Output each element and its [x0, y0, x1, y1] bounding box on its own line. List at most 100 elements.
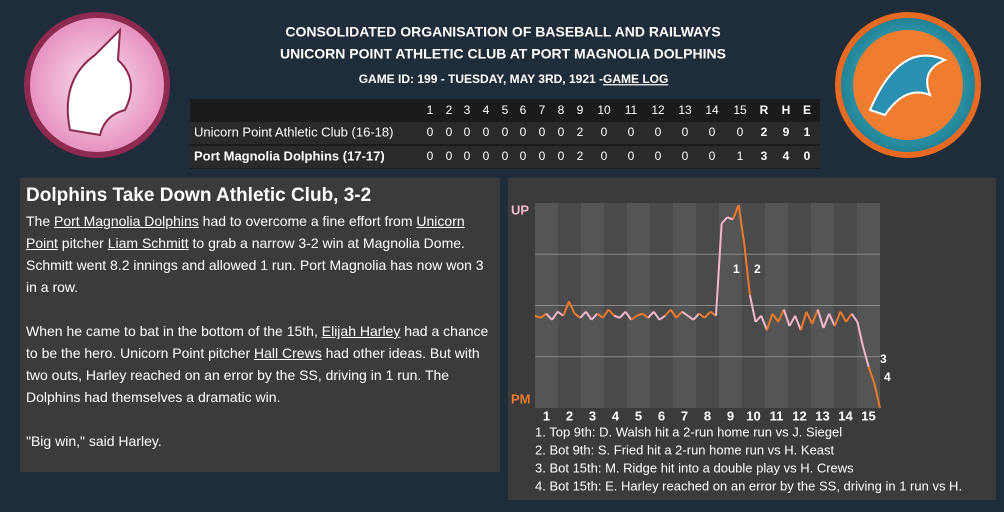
link[interactable]: Port Magnolia Dolphins: [54, 213, 199, 229]
score-cell: 0: [709, 125, 716, 139]
inning-label: 8: [704, 408, 711, 423]
win-line-segment: [562, 301, 570, 317]
score-cell: 0: [655, 149, 662, 163]
win-line-segment: [619, 310, 627, 319]
score-cell: 3: [761, 149, 768, 163]
paragraph: When he came to bat in the bottom of the…: [26, 320, 494, 408]
score-cell: 0: [483, 125, 490, 139]
unicorn-shape: [66, 27, 133, 137]
win-line-segment: [557, 310, 564, 317]
text: "Big win," said Harley.: [26, 433, 162, 449]
column-header: 10: [597, 103, 611, 117]
play-note: 3. Bot 15th: M. Ridge hit into a double …: [535, 460, 854, 475]
win-line-segment: [788, 315, 797, 327]
win-line-segment: [551, 311, 559, 321]
paragraph: "Big win," said Harley.: [26, 430, 494, 452]
link[interactable]: Hall Crews: [254, 345, 322, 361]
score-cell: 4: [783, 149, 790, 163]
inning-label: 15: [861, 408, 875, 423]
column-header: 4: [483, 103, 490, 117]
win-line-segment: [624, 311, 632, 321]
link[interactable]: Elijah Harley: [321, 323, 401, 339]
win-line-segment: [675, 310, 683, 319]
inning-label: 12: [792, 408, 806, 423]
scoreboard-row: [190, 122, 820, 144]
text: When he came to bat in the bottom of the…: [26, 323, 322, 339]
dolphin-shape: [868, 54, 948, 117]
link[interactable]: Liam Schmitt: [107, 235, 189, 251]
win-line-segment: [771, 313, 780, 323]
link[interactable]: Unicorn Point: [26, 213, 465, 251]
win-line-segment: [867, 366, 876, 384]
paragraph: The Port Magnolia Dolphins had to overco…: [26, 210, 494, 298]
score-cell: 0: [427, 149, 434, 163]
inning-label: 7: [681, 408, 688, 423]
column-header: 5: [502, 103, 509, 117]
text: to grab a narrow 3-2 win at Magnolia Dom…: [26, 235, 484, 295]
win-line-segment: [703, 310, 712, 319]
header-matchup: UNICORN POINT ATHLETIC CLUB AT PORT MAGN…: [280, 46, 726, 62]
game-log-link[interactable]: GAME LOG: [603, 72, 668, 86]
win-line-segment: [647, 310, 655, 319]
inning-label: 9: [727, 408, 734, 423]
win-line-segment: [596, 312, 604, 319]
score-cell: 0: [446, 149, 453, 163]
score-cell: 0: [601, 125, 608, 139]
win-line-segment: [873, 383, 881, 409]
win-line-segment: [799, 311, 808, 331]
win-line-segment: [590, 313, 598, 321]
column-header: E: [803, 103, 811, 117]
column-header: 15: [733, 103, 747, 117]
column-header: 3: [464, 103, 471, 117]
score-cell: 2: [761, 125, 768, 139]
win-line-segment: [681, 310, 689, 317]
win-line-segment: [845, 313, 853, 323]
win-line-segment: [658, 314, 666, 321]
column-header: 7: [539, 103, 546, 117]
score-cell: 0: [427, 125, 434, 139]
win-line-segment: [862, 346, 870, 368]
win-line-segment: [748, 295, 757, 323]
score-cell: 0: [682, 149, 689, 163]
text: had to overcome a fine effort from: [198, 213, 417, 229]
inning-label: 4: [612, 408, 620, 423]
score-cell: 0: [682, 125, 689, 139]
score-cell: 0: [502, 125, 509, 139]
win-line-segment: [726, 216, 734, 221]
bottom-label: PM: [511, 391, 531, 406]
win-line-segment: [856, 321, 865, 347]
win-line-segment: [540, 312, 547, 319]
team-name: Port Magnolia Dolphins (17-17): [194, 148, 385, 163]
annotation: 2: [754, 262, 761, 276]
inning-label: 2: [566, 408, 573, 423]
text: pitcher: [57, 235, 108, 251]
win-line-segment: [743, 243, 751, 296]
column-header: 14: [705, 103, 719, 117]
score-cell: 1: [737, 149, 744, 163]
team-name: Unicorn Point Athletic Club (16-18): [194, 124, 393, 139]
win-line-segment: [732, 204, 740, 220]
win-line-segment: [574, 312, 581, 319]
score-cell: 0: [737, 125, 744, 139]
win-line-segment: [545, 313, 553, 321]
win-line-segment: [765, 313, 774, 331]
article-title: Dolphins Take Down Athletic Club, 3-2: [26, 185, 372, 206]
win-line-segment: [822, 313, 831, 329]
win-line-segment: [579, 310, 587, 319]
column-header: 2: [446, 103, 453, 117]
text: had other ideas. But with two outs, Harl…: [26, 345, 480, 405]
score-cell: 0: [655, 125, 662, 139]
article: Dolphins Take Down Athletic Club, 3-2 The…: [20, 178, 500, 472]
win-line-segment: [585, 311, 593, 321]
inning-label: 10: [746, 408, 760, 423]
win-line-segment: [602, 309, 610, 319]
column-header: 1: [427, 103, 434, 117]
score-cell: 0: [446, 125, 453, 139]
win-line-segment: [828, 313, 836, 327]
win-line-segment: [669, 309, 678, 319]
score-cell: 9: [783, 125, 790, 139]
play-note: 4. Bot 15th: E. Harley reached on an err…: [535, 478, 962, 493]
inning-label: 11: [770, 408, 784, 423]
